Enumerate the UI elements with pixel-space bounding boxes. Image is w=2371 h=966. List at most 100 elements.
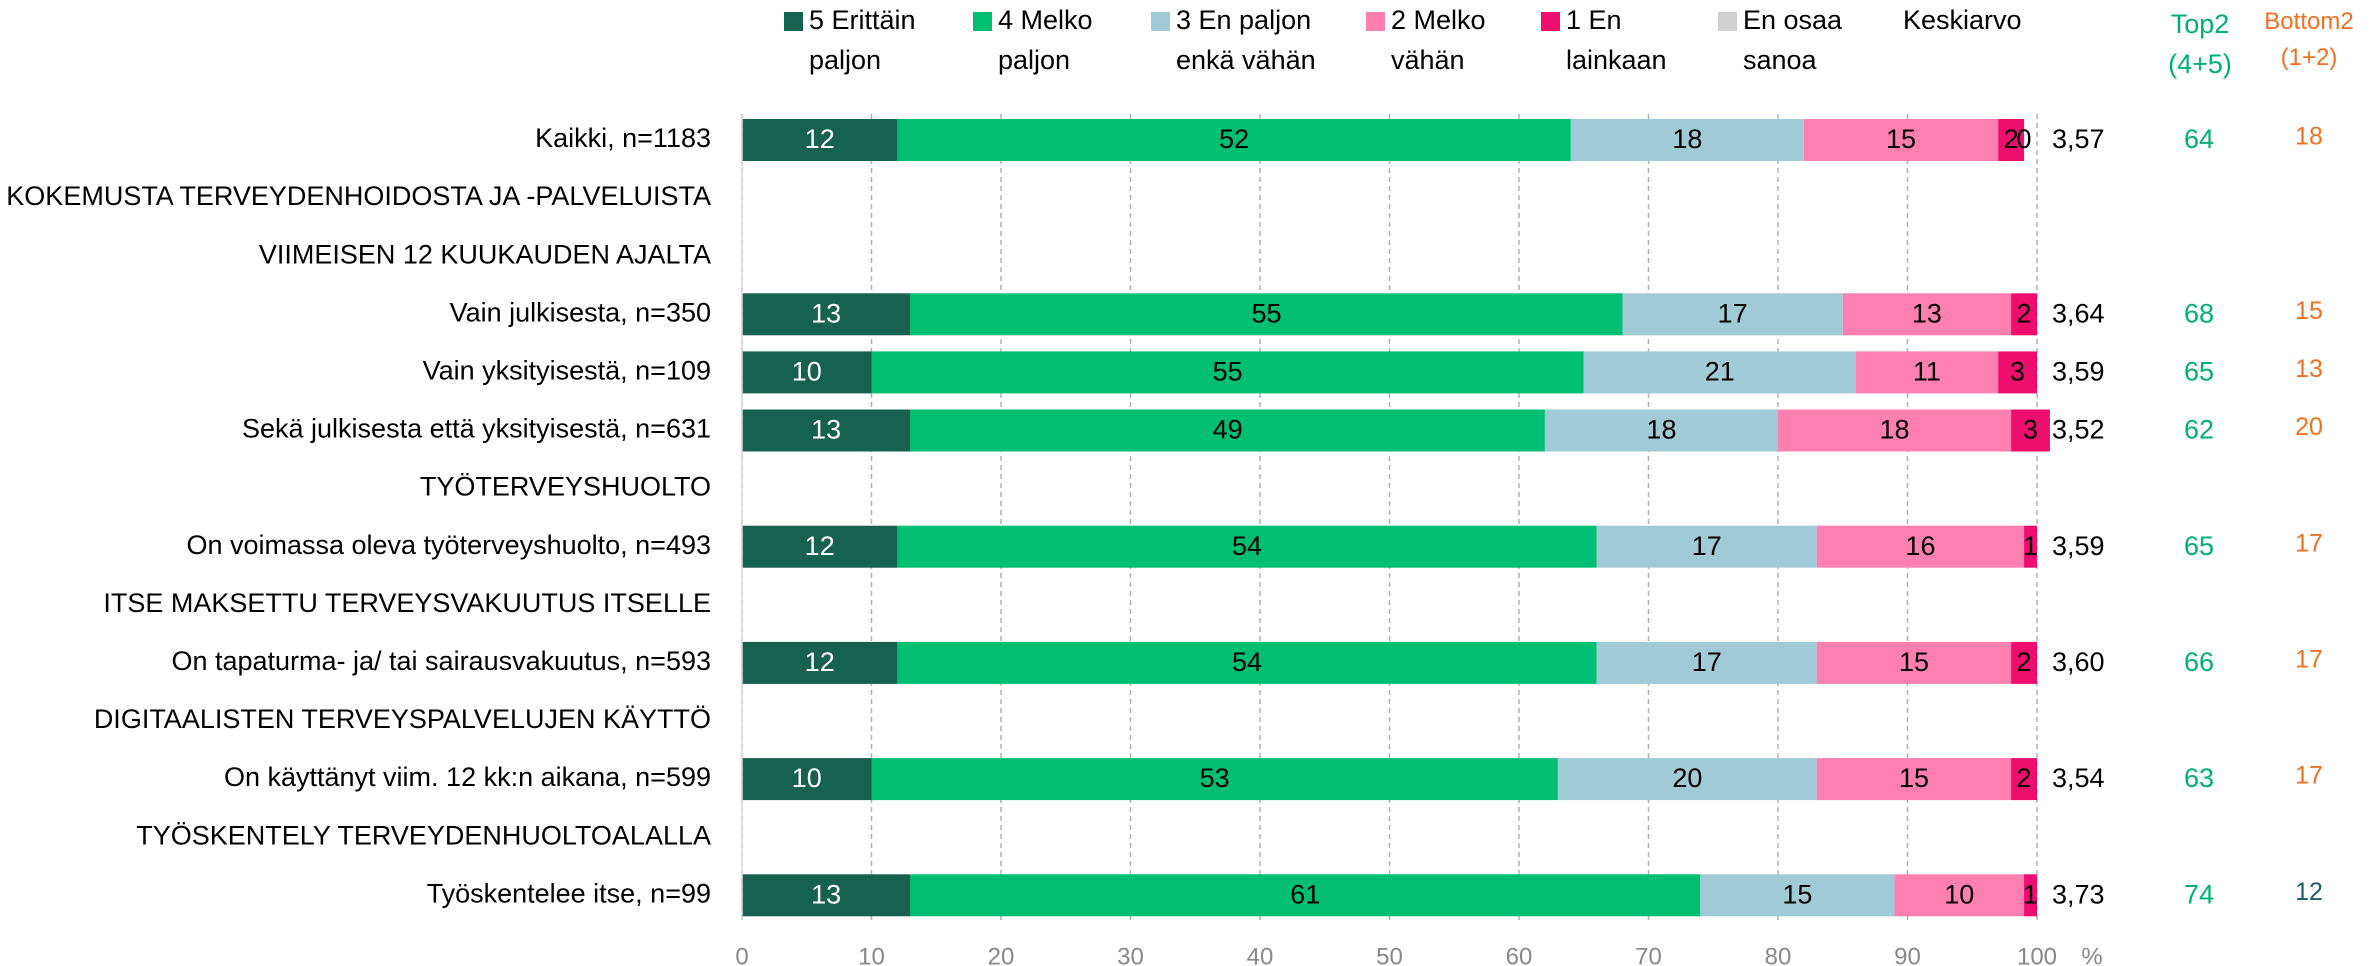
data-label: 18 (1880, 415, 1910, 445)
bottom2-label: 18 (2295, 123, 2323, 151)
bar-segment (1596, 641, 1817, 684)
bar-segment (1622, 293, 1843, 336)
category-label: TYÖSKENTELY TERVEYDENHUOLTOALALLA (136, 820, 711, 850)
x-tick-label: 40 (1247, 943, 1274, 966)
category-label: Kaikki, n=1183 (535, 123, 711, 153)
top2-label: 64 (2184, 124, 2214, 154)
bar-segment (2024, 525, 2037, 568)
top2-label: 68 (2184, 298, 2214, 328)
bar-segment (742, 874, 911, 917)
legend-label: 4 Melko paljon (998, 5, 1093, 75)
bar-segment (1544, 409, 1778, 452)
data-label: 3 (2023, 415, 2038, 445)
mean-label: 3,54 (2052, 763, 2105, 793)
data-label: 12 (805, 531, 835, 561)
bar-segment (742, 119, 898, 161)
bottom2-label: 17 (2295, 762, 2323, 790)
data-label: 53 (1200, 763, 1230, 793)
data-label: 13 (811, 298, 841, 328)
data-label: 11 (1913, 357, 1941, 387)
data-label: 12 (805, 124, 835, 154)
category-label: On tapaturma- ja/ tai sairausvakuutus, n… (171, 646, 711, 676)
top2-label: 63 (2184, 763, 2214, 793)
bar-segment (742, 409, 911, 452)
data-label: 20 (1672, 763, 1702, 793)
x-tick-label: 100 (2017, 943, 2057, 966)
data-label: 21 (1705, 357, 1735, 387)
bottom2-label: 13 (2295, 355, 2323, 383)
bar-segment (742, 525, 898, 568)
mean-label: 3,52 (2052, 415, 2105, 445)
data-label: 49 (1213, 415, 1243, 445)
x-tick-label: 70 (1635, 943, 1662, 966)
category-label: Työskentelee itse, n=99 (427, 878, 711, 908)
bar-segment (1583, 351, 1856, 394)
data-label: 17 (1718, 298, 1748, 328)
category-label: On voimassa oleva työterveyshuolto, n=49… (186, 530, 711, 560)
top2-label: 62 (2184, 415, 2214, 445)
data-label: 52 (1219, 124, 1249, 154)
x-tick-label: 90 (1894, 943, 1921, 966)
top2-label: 74 (2184, 879, 2214, 909)
data-label: 54 (1232, 531, 1262, 561)
bar-segment (1842, 293, 2012, 336)
data-label: 1 (2023, 879, 2038, 909)
legend-label: 5 Erittäin paljon (809, 5, 916, 75)
category-label: DIGITAALISTEN TERVEYSPALVELUJEN KÄYTTÖ (94, 704, 711, 734)
data-label: 2 (2017, 647, 2032, 677)
bar-segment (1816, 525, 2025, 568)
category-label: TYÖTERVEYSHUOLTO (420, 472, 711, 502)
bar-segment (1998, 351, 2037, 394)
category-label: On käyttänyt viim. 12 kk:n aikana, n=599 (224, 762, 711, 792)
bar-segment (910, 409, 1545, 452)
x-tick-label: 80 (1765, 943, 1792, 966)
category-label: KOKEMUSTA TERVEYDENHOIDOSTA JA -PALVELUI… (6, 181, 711, 211)
data-label: 10 (792, 357, 822, 387)
data-label: 17 (1692, 647, 1722, 677)
bottom2-label: 17 (2295, 646, 2323, 674)
bar-segment (1816, 641, 2012, 684)
legend-label: En osaa sanoa (1743, 5, 1843, 75)
legend-swatch (1151, 12, 1170, 31)
top2-label: 65 (2184, 531, 2214, 561)
legend-swatch (1366, 12, 1385, 31)
data-label: 18 (1672, 124, 1702, 154)
bar-segment (1557, 758, 1817, 801)
bar-segment (742, 293, 911, 336)
data-label: 15 (1899, 763, 1929, 793)
bar-segment (1570, 119, 1804, 161)
data-label: 15 (1782, 879, 1812, 909)
data-label: 13 (811, 415, 841, 445)
category-label: Sekä julkisesta että yksityisestä, n=631 (242, 414, 711, 444)
legend-swatch (973, 12, 992, 31)
top2-label: 65 (2184, 357, 2214, 387)
bar-segment (897, 525, 1597, 568)
data-label: 61 (1290, 879, 1320, 909)
x-tick-label: 20 (988, 943, 1015, 966)
data-label: 18 (1646, 415, 1676, 445)
data-label: 0 (2017, 124, 2032, 154)
category-label: ITSE MAKSETTU TERVEYSVAKUUTUS ITSELLE (103, 588, 711, 618)
bar-segment (897, 641, 1597, 684)
bar-segment (1700, 874, 1895, 917)
bar-segment (1894, 874, 2025, 917)
x-tick-label: 30 (1117, 943, 1144, 966)
bar-segment (1596, 525, 1817, 568)
bar-segment (910, 874, 1701, 917)
bar-segment (2011, 409, 2050, 452)
bottom2-header: Bottom2 (1+2) (2264, 8, 2354, 71)
category-label: Vain julkisesta, n=350 (450, 297, 711, 327)
data-label: 2 (2017, 298, 2032, 328)
mean-label: 3,73 (2052, 879, 2105, 909)
category-label: VIIMEISEN 12 KUUKAUDEN AJALTA (259, 239, 711, 269)
data-label: 2 (2017, 763, 2032, 793)
data-label: 15 (1899, 647, 1929, 677)
data-label: 13 (811, 879, 841, 909)
x-tick-label: 10 (858, 943, 885, 966)
data-label: 1 (2023, 531, 2038, 561)
bar-segment (742, 351, 872, 394)
legend-swatch (1541, 12, 1560, 31)
data-label: 10 (1944, 879, 1974, 909)
